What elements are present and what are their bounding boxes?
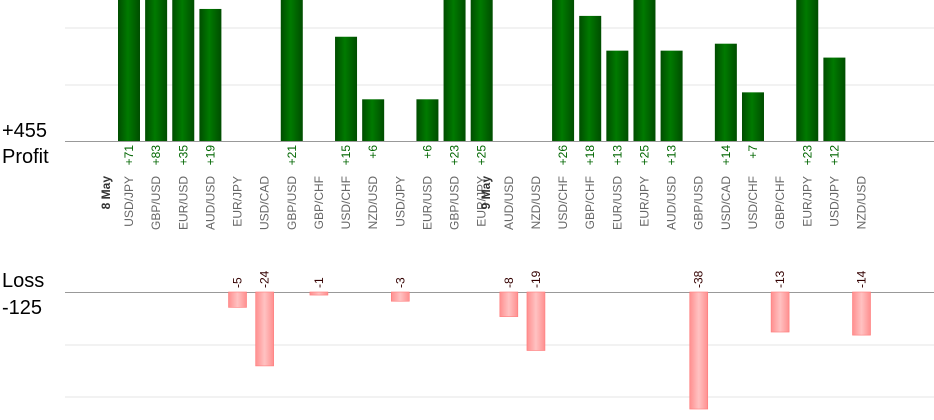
loss-bar <box>390 291 410 302</box>
loss-bar <box>852 291 871 336</box>
profit-bar <box>796 0 819 142</box>
category-tick-label: EUR/USD <box>420 176 434 230</box>
profit-value-label: +25 <box>475 145 489 166</box>
profit-value-label: +19 <box>203 145 217 166</box>
category-tick-label: EUR/JPY <box>475 176 489 227</box>
profit-value-label: +12 <box>827 145 841 166</box>
category-tick-label: EUR/JPY <box>231 176 245 227</box>
profit-bar <box>741 92 764 141</box>
loss-bar <box>526 291 546 351</box>
profit-bar <box>362 99 385 141</box>
profit-bar <box>552 0 575 141</box>
profit-value-label: +6 <box>366 145 380 159</box>
category-tick-label: NZD/USD <box>529 176 543 230</box>
profit-total: +455 <box>2 120 47 142</box>
loss-bar <box>255 291 274 367</box>
profit-value-label: +71 <box>122 145 136 166</box>
profit-bar <box>579 15 602 141</box>
profit-value-label: +13 <box>665 145 679 166</box>
profit-bar <box>118 0 140 141</box>
category-tick-label: GBP/USD <box>285 176 299 230</box>
category-tick-label: USD/CAD <box>258 176 272 230</box>
profit-bar <box>416 99 439 141</box>
profit-value-label: +83 <box>149 145 163 166</box>
category-tick-label: USD/JPY <box>393 176 407 227</box>
loss-bar <box>309 291 329 296</box>
category-tick-label: USD/CHF <box>556 176 570 229</box>
profit-bar <box>145 0 168 141</box>
loss-label: Loss <box>2 270 44 292</box>
loss-total: -125 <box>2 297 42 319</box>
loss-value-label: -3 <box>393 277 407 288</box>
category-tick-label: EUR/USD <box>610 176 624 230</box>
profit-bar <box>606 50 629 141</box>
category-tick-label: AUD/USD <box>203 176 217 230</box>
category-tick-label: EUR/JPY <box>800 176 814 227</box>
category-tick-label: NZD/USD <box>855 176 869 230</box>
loss-value-label: -19 <box>529 270 543 288</box>
category-tick-label: EUR/JPY <box>637 176 651 227</box>
profit-value-label: +15 <box>339 145 353 166</box>
category-tick-label: GBP/USD <box>692 176 706 230</box>
profit-bar <box>443 0 466 142</box>
profit-bar <box>470 0 493 141</box>
category-tick-label: USD/JPY <box>827 176 841 227</box>
loss-value-label: -8 <box>502 277 516 288</box>
loss-bar <box>689 291 709 410</box>
loss-value-label: -13 <box>773 270 787 288</box>
profit-value-label: +26 <box>556 145 570 166</box>
profit-value-label: +25 <box>637 145 651 166</box>
profit-bar <box>199 8 222 142</box>
date-label: 8 May <box>99 176 113 210</box>
category-tick-label: GBP/USD <box>149 176 163 230</box>
loss-value-label: -5 <box>231 277 245 288</box>
profit-bar <box>823 57 846 141</box>
profit-label: Profit <box>2 146 49 168</box>
profit-value-label: +21 <box>285 145 299 166</box>
date-label: 9 May <box>479 176 493 210</box>
profit-value-label: +13 <box>610 145 624 166</box>
profit-value-label: +23 <box>800 145 814 166</box>
profit-bar <box>172 0 195 141</box>
profit-value-label: +35 <box>176 145 190 166</box>
loss-value-label: -38 <box>692 270 706 288</box>
profit-value-label: +14 <box>719 145 733 166</box>
category-tick-label: USD/CAD <box>719 176 733 230</box>
profit-value-label: +18 <box>583 145 597 166</box>
category-tick-label: AUD/USD <box>502 176 516 230</box>
profit-bar <box>280 0 303 141</box>
loss-bar <box>499 291 519 317</box>
category-tick-label: GBP/CHF <box>312 176 326 229</box>
profit-value-label: +23 <box>448 145 462 166</box>
loss-value-label: -24 <box>258 270 272 288</box>
loss-value-label: -14 <box>855 270 869 288</box>
category-tick-label: GBP/CHF <box>583 176 597 229</box>
profit-bar <box>714 43 737 142</box>
category-tick-label: GBP/USD <box>448 176 462 230</box>
loss-value-label: -1 <box>312 277 326 288</box>
loss-bar <box>228 291 247 308</box>
category-tick-label: USD/CHF <box>339 176 353 229</box>
category-tick-label: EUR/USD <box>176 176 190 230</box>
category-tick-label: USD/CHF <box>746 176 760 229</box>
category-tick-label: USD/JPY <box>122 176 136 227</box>
profit-value-label: +7 <box>746 145 760 159</box>
profit-value-label: +6 <box>420 145 434 159</box>
category-tick-label: NZD/USD <box>366 176 380 230</box>
profit-bar <box>660 50 683 141</box>
category-tick-label: AUD/USD <box>665 176 679 230</box>
profit-bar <box>335 36 358 141</box>
category-tick-label: GBP/CHF <box>773 176 787 229</box>
loss-bar <box>770 291 790 333</box>
profit-bar <box>633 0 656 141</box>
